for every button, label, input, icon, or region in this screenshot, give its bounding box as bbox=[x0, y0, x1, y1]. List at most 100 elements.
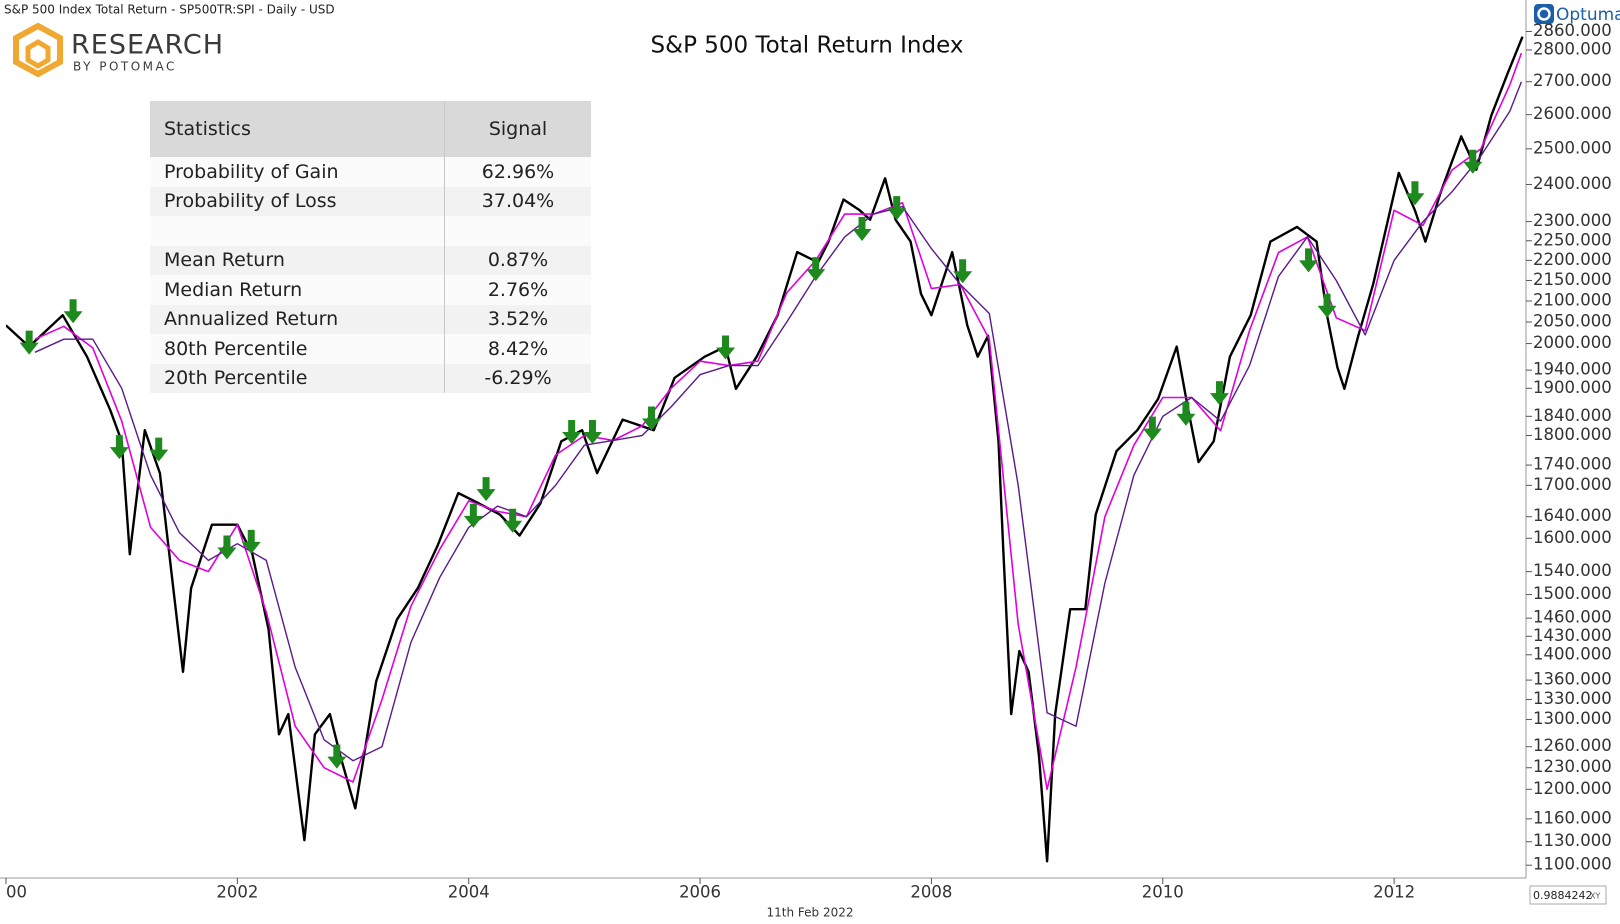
stat-value: 0.87% bbox=[444, 245, 591, 275]
y-tick-label: 1800.000 bbox=[1533, 425, 1612, 444]
stats-table: Statistics Signal Probability of Gain 62.… bbox=[150, 101, 591, 393]
y-tick-label: 2500.000 bbox=[1533, 138, 1612, 157]
y-tick-label: 1430.000 bbox=[1533, 626, 1612, 645]
signal-arrow bbox=[887, 196, 907, 221]
stats-row: Mean Return 0.87% bbox=[150, 245, 591, 275]
stats-row: Probability of Loss 37.04% bbox=[150, 186, 591, 216]
signal-arrow bbox=[19, 330, 39, 355]
y-tick-label: 1900.000 bbox=[1533, 378, 1612, 397]
scale-value: 0.9884242 bbox=[1533, 889, 1593, 902]
signal-arrow bbox=[63, 299, 83, 324]
y-tick-label: 1230.000 bbox=[1533, 757, 1612, 776]
signal-arrow bbox=[1142, 416, 1162, 441]
signal-arrow bbox=[1209, 381, 1229, 406]
column-header: Signal bbox=[444, 101, 591, 157]
signal-arrow bbox=[953, 259, 973, 284]
series-group bbox=[6, 36, 1524, 863]
stat-value: 3.52% bbox=[444, 304, 591, 334]
signal-arrow bbox=[109, 435, 129, 460]
signal-arrow bbox=[1463, 149, 1483, 174]
y-tick-label: 2600.000 bbox=[1533, 104, 1612, 123]
y-tick-label: 2250.000 bbox=[1533, 230, 1612, 249]
footer-date: 11th Feb 2022 bbox=[767, 906, 854, 920]
spacer bbox=[444, 216, 591, 246]
y-tick-label: 1540.000 bbox=[1533, 561, 1612, 580]
logo-icon bbox=[13, 22, 63, 78]
stats-header: Statistics Signal bbox=[150, 101, 591, 157]
scale-mode: XY bbox=[1590, 892, 1600, 901]
chart-title: S&P 500 Total Return Index bbox=[651, 33, 964, 59]
x-tick-label: 2004 bbox=[448, 883, 490, 902]
y-tick-label: 1100.000 bbox=[1533, 855, 1612, 874]
y-tick-label: 2100.000 bbox=[1533, 290, 1612, 309]
signal-arrow bbox=[1176, 401, 1196, 426]
stat-label: Probability of Loss bbox=[150, 186, 445, 216]
price-line bbox=[34, 52, 1523, 791]
signal-arrow bbox=[1405, 181, 1425, 206]
stats-row: Probability of Gain 62.96% bbox=[150, 157, 591, 187]
y-tick-label: 1500.000 bbox=[1533, 584, 1612, 603]
stat-label: Mean Return bbox=[150, 245, 445, 275]
y-tick-label: 1700.000 bbox=[1533, 475, 1612, 494]
stats-row: Annualized Return 3.52% bbox=[150, 304, 591, 334]
y-tick-label: 1260.000 bbox=[1533, 736, 1612, 755]
stat-value: -6.29% bbox=[444, 363, 591, 393]
spacer-row bbox=[150, 216, 591, 246]
signal-arrow bbox=[641, 406, 661, 431]
y-tick-label: 1160.000 bbox=[1533, 808, 1612, 827]
brand-icon bbox=[1534, 4, 1554, 24]
scale-box bbox=[1529, 885, 1607, 905]
stat-label: Probability of Gain bbox=[150, 157, 445, 187]
stats-body: Probability of Gain 62.96% Probability of … bbox=[150, 157, 591, 393]
stat-label: Annualized Return bbox=[150, 304, 445, 334]
stat-label: 20th Percentile bbox=[150, 363, 445, 393]
signal-arrow bbox=[503, 508, 523, 533]
instrument-header: S&P 500 Index Total Return - SP500TR:SPI… bbox=[4, 3, 335, 17]
signal-arrow bbox=[463, 503, 483, 528]
signal-arrow bbox=[327, 744, 347, 769]
y-tick-label: 2000.000 bbox=[1533, 333, 1612, 352]
stat-value: 8.42% bbox=[444, 334, 591, 364]
x-tick-label: 2012 bbox=[1373, 883, 1415, 902]
signal-arrow bbox=[562, 419, 582, 444]
x-tick-label: 00 bbox=[6, 883, 27, 902]
y-tick-label: 2300.000 bbox=[1533, 211, 1612, 230]
y-tick-label: 2800.000 bbox=[1533, 39, 1612, 58]
x-tick-label: 2006 bbox=[679, 883, 721, 902]
signal-arrow bbox=[1299, 248, 1319, 273]
y-tick-label: 2700.000 bbox=[1533, 71, 1612, 90]
y-tick-label: 1940.000 bbox=[1533, 360, 1612, 379]
y-tick-label: 2200.000 bbox=[1533, 250, 1612, 269]
y-tick-label: 2050.000 bbox=[1533, 312, 1612, 331]
y-tick-label: 1740.000 bbox=[1533, 455, 1612, 474]
stat-label: Median Return bbox=[150, 275, 445, 305]
y-tick-label: 2150.000 bbox=[1533, 270, 1612, 289]
signal-arrow bbox=[149, 437, 169, 462]
signal-arrow bbox=[1317, 293, 1337, 318]
spacer bbox=[150, 216, 445, 246]
y-tick-label: 1360.000 bbox=[1533, 670, 1612, 689]
signal-arrow bbox=[241, 529, 261, 554]
stat-label: 80th Percentile bbox=[150, 334, 445, 364]
signal-arrow bbox=[852, 217, 872, 242]
y-tick-label: 1330.000 bbox=[1533, 689, 1612, 708]
logo-tagline: BY POTOMAC bbox=[73, 60, 177, 74]
y-tick-label: 2860.000 bbox=[1533, 21, 1612, 40]
x-tick-label: 2002 bbox=[216, 883, 258, 902]
stats-row: 20th Percentile -6.29% bbox=[150, 363, 591, 393]
y-tick-label: 1600.000 bbox=[1533, 528, 1612, 547]
brand-name: Optuma bbox=[1556, 5, 1620, 25]
signal-arrow bbox=[806, 257, 826, 282]
signal-arrow bbox=[582, 419, 602, 444]
y-tick-label: 1460.000 bbox=[1533, 608, 1612, 627]
y-tick-label: 1640.000 bbox=[1533, 506, 1612, 525]
stats-row: Median Return 2.76% bbox=[150, 275, 591, 305]
price-line bbox=[6, 36, 1524, 863]
stat-value: 2.76% bbox=[444, 275, 591, 305]
y-tick-label: 1130.000 bbox=[1533, 831, 1612, 850]
signal-arrow bbox=[716, 335, 736, 360]
signal-arrow bbox=[217, 535, 237, 560]
y-tick-label: 2400.000 bbox=[1533, 174, 1612, 193]
